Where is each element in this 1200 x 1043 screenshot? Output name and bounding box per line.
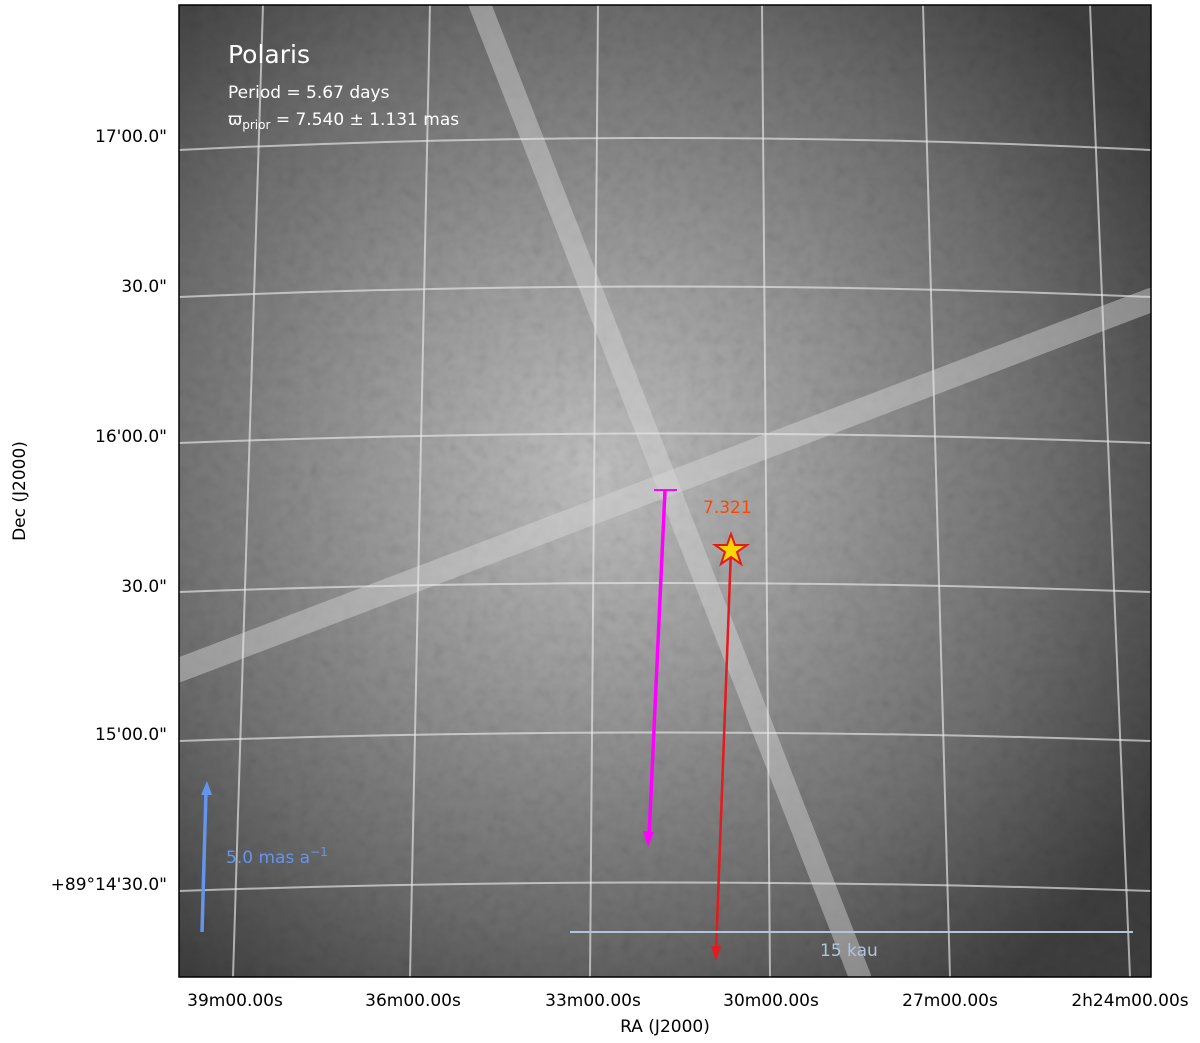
sky-image <box>179 5 1151 977</box>
plot-frame <box>178 4 1152 978</box>
y-tick-label: 17'00.0" <box>95 127 167 147</box>
coordinate-grid <box>179 5 1151 977</box>
x-axis-label: RA (J2000) <box>620 1017 710 1037</box>
arrows <box>200 489 1133 961</box>
x-tick-label: 36m00.00s <box>365 991 461 1011</box>
x-tick-label: 33m00.00s <box>545 991 641 1011</box>
length-scale-label: 15 kau <box>820 941 878 961</box>
x-tick-label: 27m00.00s <box>902 991 998 1011</box>
y-tick-label: 16'00.0" <box>95 427 167 447</box>
pm-scale-label: 5.0 mas a−1 <box>226 845 328 868</box>
ticks: 39m00.00s 36m00.00s 33m00.00s 30m00.00s 27m0… <box>51 127 1189 1011</box>
period-label: Period = 5.67 days <box>228 83 390 103</box>
x-tick-label: 2h24m00.00s <box>1071 991 1188 1011</box>
y-tick-label: 30.0" <box>121 277 167 297</box>
parallax-label: ϖprior = 7.540 ± 1.131 mas <box>228 110 459 132</box>
y-tick-label: +89°14'30.0" <box>51 875 167 895</box>
x-tick-label: 39m00.00s <box>187 991 283 1011</box>
star-name: Polaris <box>228 40 310 69</box>
star-label: 7.321 <box>703 498 752 518</box>
y-axis-label: Dec (J2000) <box>10 441 30 541</box>
y-tick-label: 30.0" <box>121 577 167 597</box>
x-tick-label: 30m00.00s <box>723 991 819 1011</box>
y-tick-label: 15'00.0" <box>95 725 167 745</box>
